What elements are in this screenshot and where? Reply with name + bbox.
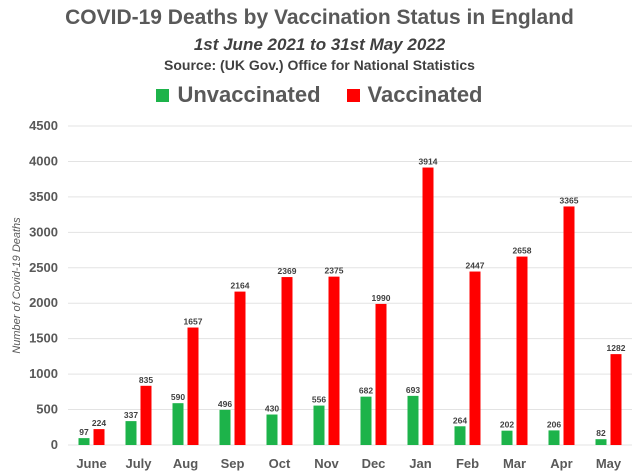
x-tick-label: Mar (503, 456, 526, 471)
bar-vaccinated (563, 206, 575, 445)
x-tick-label: Aug (173, 456, 198, 471)
bar-unvaccinated (78, 438, 90, 445)
data-label: 430 (265, 404, 279, 414)
y-tick-label: 3000 (29, 224, 58, 239)
data-label: 3914 (419, 157, 438, 167)
x-tick-label: June (76, 456, 106, 471)
bar-vaccinated (422, 167, 434, 445)
y-axis-label: Number of Covid-19 Deaths (11, 217, 23, 354)
x-tick-label: July (125, 456, 152, 471)
bar-unvaccinated (266, 414, 278, 445)
data-label: 835 (139, 375, 153, 385)
y-tick-label: 0 (51, 437, 58, 452)
legend-swatch-unvaccinated (156, 88, 170, 102)
data-label: 224 (92, 418, 106, 428)
data-label: 206 (547, 419, 561, 429)
chart-title: COVID-19 Deaths by Vaccination Status in… (65, 6, 574, 29)
chart-subtitle: 1st June 2021 to 31st May 2022 (193, 35, 446, 54)
y-tick-label: 3500 (29, 189, 58, 204)
data-label: 693 (406, 385, 420, 395)
data-label: 264 (453, 415, 467, 425)
bar-vaccinated (610, 354, 622, 445)
y-tick-label: 1000 (29, 366, 58, 381)
y-tick-label: 500 (36, 402, 58, 417)
bar-unvaccinated (595, 439, 607, 445)
legend-label-unvaccinated: Unvaccinated (177, 82, 321, 107)
data-label: 2164 (231, 281, 250, 291)
chart-source: Source: (UK Gov.) Office for National St… (164, 57, 475, 73)
data-label: 2447 (466, 261, 485, 271)
bar-unvaccinated (172, 403, 184, 445)
bar-vaccinated (516, 256, 528, 445)
y-tick-label: 2000 (29, 295, 58, 310)
bar-vaccinated (469, 271, 481, 445)
legend-item-vaccinated: Vaccinated (346, 82, 483, 108)
bar-vaccinated (187, 327, 199, 445)
y-tick-label: 4000 (29, 153, 58, 168)
bar-unvaccinated (125, 421, 137, 445)
data-label: 682 (359, 386, 373, 396)
data-label: 3365 (560, 195, 579, 205)
data-label: 1282 (607, 343, 626, 353)
bar-unvaccinated (360, 396, 372, 445)
x-tick-label: Sep (221, 456, 245, 471)
data-label: 82 (596, 428, 606, 438)
bar-unvaccinated (548, 430, 560, 445)
data-label: 2658 (513, 246, 532, 256)
data-label: 337 (124, 410, 138, 420)
bar-unvaccinated (407, 395, 419, 445)
data-label: 2369 (278, 266, 297, 276)
bar-vaccinated (328, 276, 340, 445)
legend-label-vaccinated: Vaccinated (367, 82, 483, 107)
x-tick-label: Dec (362, 456, 386, 471)
x-tick-label: May (596, 456, 622, 471)
x-tick-label: Feb (456, 456, 479, 471)
bar-unvaccinated (454, 426, 466, 445)
bar-vaccinated (375, 303, 387, 445)
bar-vaccinated (140, 385, 152, 445)
x-tick-label: Apr (550, 456, 572, 471)
x-tick-label: Oct (269, 456, 291, 471)
data-label: 556 (312, 395, 326, 405)
bar-vaccinated (234, 291, 246, 445)
legend-swatch-vaccinated (346, 88, 360, 102)
y-tick-label: 2500 (29, 260, 58, 275)
y-tick-label: 1500 (29, 331, 58, 346)
y-tick-label: 4500 (29, 118, 58, 133)
bar-vaccinated (281, 277, 293, 445)
data-label: 2375 (325, 266, 344, 276)
chart-legend: Unvaccinated Vaccinated (0, 82, 639, 108)
bar-vaccinated (93, 429, 105, 445)
bar-unvaccinated (219, 409, 231, 445)
bar-unvaccinated (501, 430, 513, 445)
legend-item-unvaccinated: Unvaccinated (156, 82, 321, 108)
data-label: 1657 (184, 317, 203, 327)
data-label: 590 (171, 392, 185, 402)
x-tick-label: Jan (409, 456, 431, 471)
data-label: 202 (500, 420, 514, 430)
bar-unvaccinated (313, 405, 325, 445)
data-label: 97 (79, 427, 89, 437)
x-tick-label: Nov (314, 456, 339, 471)
data-label: 496 (218, 399, 232, 409)
data-label: 1990 (372, 293, 391, 303)
